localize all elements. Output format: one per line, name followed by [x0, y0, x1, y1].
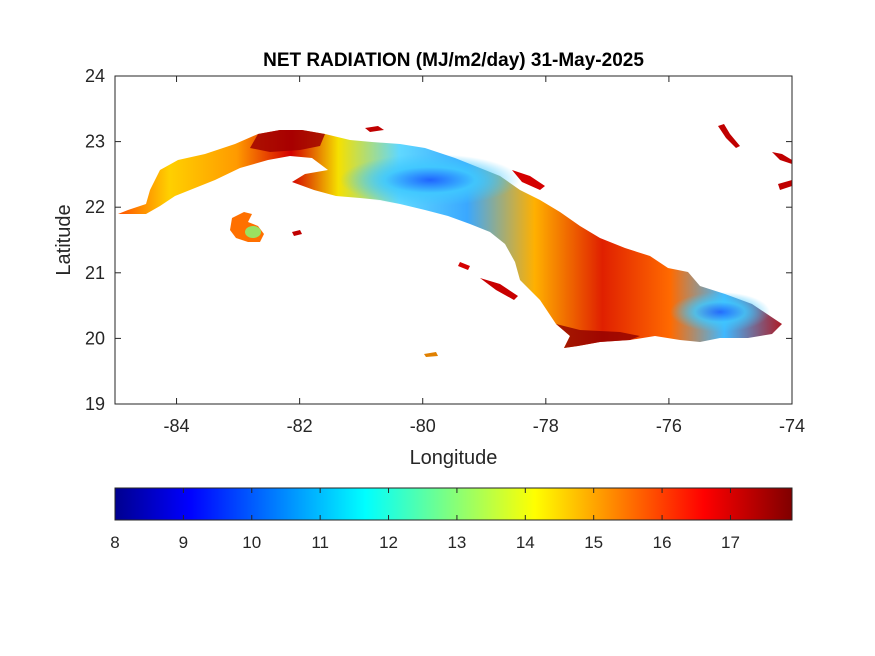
- y-tick-label: 20: [85, 328, 105, 348]
- colorbar-tick-label: 14: [516, 533, 535, 552]
- y-tick-label: 23: [85, 132, 105, 152]
- x-tick-label: -76: [656, 416, 682, 436]
- region-keys-sabana: [365, 126, 384, 132]
- y-tick-label: 22: [85, 197, 105, 217]
- y-axis-label: Latitude: [53, 204, 75, 275]
- colorbar-tick-label: 13: [447, 533, 466, 552]
- colorbar-gradient: [115, 488, 792, 520]
- isla-cool-core: [245, 226, 261, 238]
- axes-frame: [114, 75, 793, 405]
- x-tick-label: -80: [410, 416, 436, 436]
- map-axes: -84 -82 -80 -78 -76 -74 19 20 21 22 23 24 Longitude…: [53, 66, 805, 469]
- map-ticks: -84 -82 -80 -78 -76 -74 19 20 21 22 23 24: [85, 66, 805, 436]
- region-islet-ne-b: [772, 152, 792, 164]
- cool-patch-central: [340, 154, 520, 206]
- region-islet-south: [424, 352, 438, 357]
- region-islet-ne-a: [718, 124, 740, 148]
- colorbar-frame: [114, 487, 793, 521]
- x-tick-label: -82: [287, 416, 313, 436]
- region-islet-ne-c: [778, 180, 792, 190]
- colorbar-tick-label: 8: [110, 533, 119, 552]
- colorbar: 8 9 10 11 12 13 14 15 16 17: [110, 487, 793, 552]
- y-tick-label: 21: [85, 263, 105, 283]
- region-keys-south: [480, 278, 518, 300]
- y-tick-label: 19: [85, 394, 105, 414]
- region-cayman-islet: [292, 230, 302, 236]
- x-tick-label: -84: [164, 416, 190, 436]
- x-tick-label: -74: [779, 416, 805, 436]
- colorbar-tick-label: 9: [179, 533, 188, 552]
- region-south-coast-rim: [556, 324, 640, 348]
- map-title: NET RADIATION (MJ/m2/day) 31-May-2025: [263, 50, 644, 71]
- colorbar-tick-label: 16: [653, 533, 672, 552]
- x-tick-label: -78: [533, 416, 559, 436]
- colorbar-ticks: 8 9 10 11 12 13 14 15 16 17: [110, 488, 740, 552]
- region-keys-north: [512, 170, 545, 190]
- y-tick-label: 24: [85, 66, 105, 86]
- colorbar-tick-label: 17: [721, 533, 740, 552]
- region-north-coast-rim: [250, 130, 325, 152]
- region-keys-jardines: [458, 262, 470, 270]
- colorbar-tick-label: 10: [242, 533, 261, 552]
- colorbar-tick-label: 11: [311, 533, 329, 552]
- colorbar-tick-label: 15: [584, 533, 603, 552]
- land-layer: [118, 124, 792, 357]
- x-axis-label: Longitude: [410, 447, 498, 469]
- region-cuba-main-island: [118, 130, 782, 348]
- axes-background: [115, 76, 792, 404]
- colorbar-tick-label: 12: [379, 533, 398, 552]
- cool-patch-east: [670, 292, 770, 332]
